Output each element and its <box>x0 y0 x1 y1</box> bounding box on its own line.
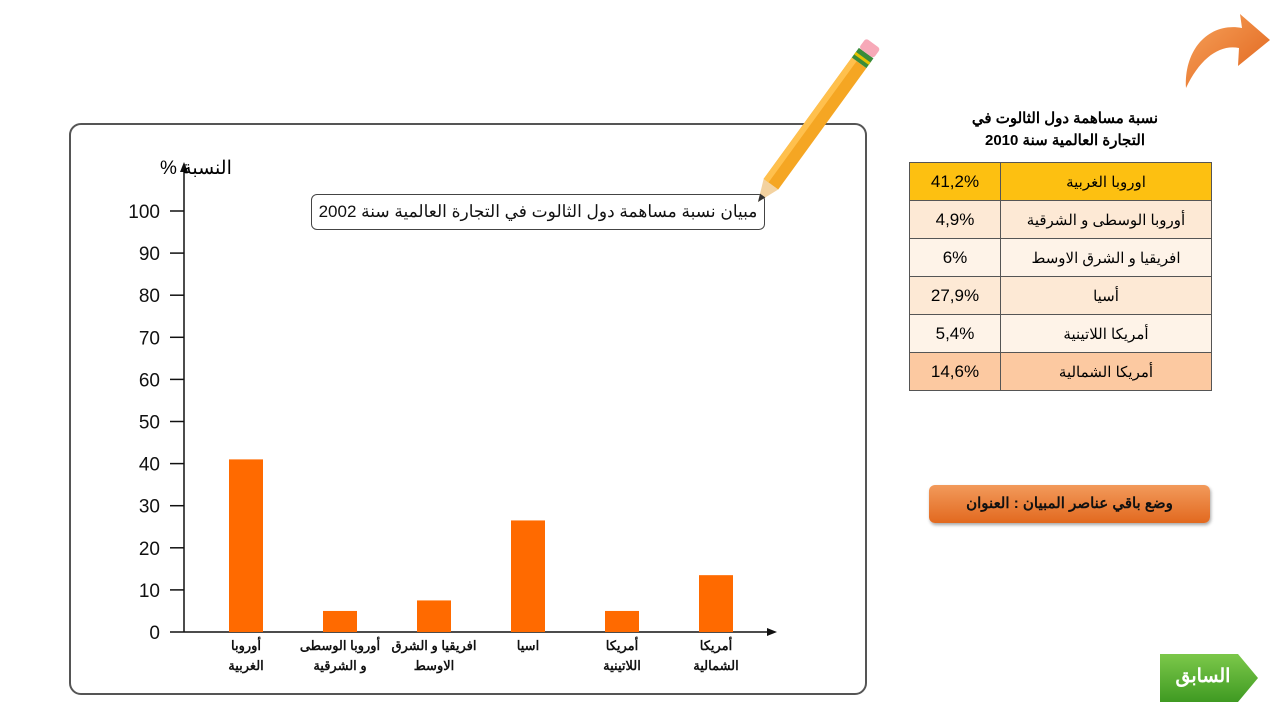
y-tick-label: 100 <box>128 202 160 223</box>
chart-axes <box>180 162 777 636</box>
table-row: أمريكا الشمالية 14,6% <box>909 352 1212 391</box>
y-tick-label: 40 <box>139 455 160 476</box>
region-value: 5,4% <box>909 314 1001 353</box>
region-name: أوروبا الوسطى و الشرقية <box>1000 200 1212 239</box>
previous-button[interactable] <box>1160 654 1260 702</box>
table-row: افريقيا و الشرق الاوسط 6% <box>909 238 1212 277</box>
table-row: أسيا 27,9% <box>909 276 1212 315</box>
previous-button-label[interactable]: السابق <box>1175 666 1231 687</box>
bar <box>511 520 545 632</box>
y-tick-label: 90 <box>139 244 160 265</box>
region-name: أسيا <box>1000 276 1212 315</box>
y-tick-label: 10 <box>139 581 160 602</box>
y-axis-label: النسبة % <box>160 158 232 179</box>
x-category-label: الاوسط <box>414 658 455 674</box>
x-category-label: أمريكا <box>606 637 639 654</box>
bar <box>417 600 451 632</box>
chart-title-box[interactable]: مبيان نسبة مساهمة دول الثالوت في التجارة… <box>311 194 765 230</box>
x-axis-arrow <box>767 628 777 636</box>
y-tick-label: 20 <box>139 539 160 560</box>
region-name: اوروبا الغربية <box>1000 162 1212 201</box>
y-tick-label: 60 <box>139 370 160 391</box>
pencil-icon <box>758 39 880 202</box>
bar-chart: 0 10 20 30 40 50 60 70 80 90 100 أوروبا الغربية أورو… <box>128 158 777 674</box>
x-category-label: و الشرقية <box>313 658 366 674</box>
region-name: أمريكا اللاتينية <box>1000 314 1212 353</box>
table-heading-line2: التجارة العالمية سنة 2010 <box>985 132 1145 149</box>
chart-frame <box>69 123 867 695</box>
x-category-label: أمريكا <box>700 637 733 654</box>
x-category-label: الغربية <box>228 658 264 674</box>
y-tick-label: 50 <box>139 413 160 434</box>
region-value: 4,9% <box>909 200 1001 239</box>
instruction-button[interactable]: وضع باقي عناصر المبيان : العنوان <box>929 485 1210 523</box>
x-category-label: اللاتينية <box>603 658 641 673</box>
x-category-label: أوروبا الوسطى <box>300 637 381 654</box>
x-category-label: الشمالية <box>693 658 739 673</box>
y-axis-arrow <box>180 162 188 172</box>
region-name: أمريكا الشمالية <box>1000 352 1212 391</box>
x-category-label: أوروبا <box>231 637 261 654</box>
y-tick-label: 80 <box>139 286 160 307</box>
x-category-label: افريقيا و الشرق <box>391 638 476 654</box>
region-name: افريقيا و الشرق الاوسط <box>1000 238 1212 277</box>
data-table: اوروبا الغربية 41,2% أوروبا الوسطى و الش… <box>909 162 1212 391</box>
y-tick-label: 30 <box>139 497 160 518</box>
y-tick-label: 0 <box>149 623 160 644</box>
bar <box>699 575 733 632</box>
y-tick-label: 70 <box>139 328 160 349</box>
table-row: اوروبا الغربية 41,2% <box>909 162 1212 201</box>
table-heading-line1: نسبة مساهمة دول الثالوت في <box>971 110 1159 127</box>
region-value: 41,2% <box>909 162 1001 201</box>
region-value: 27,9% <box>909 276 1001 315</box>
region-value: 14,6% <box>909 352 1001 391</box>
bar <box>323 610 357 632</box>
region-value: 6% <box>909 238 1001 277</box>
bar <box>229 459 263 632</box>
table-row: أوروبا الوسطى و الشرقية 4,9% <box>909 200 1212 239</box>
bar <box>605 610 639 632</box>
x-category-label: اسيا <box>517 638 539 653</box>
table-row: أمريكا اللاتينية 5,4% <box>909 314 1212 353</box>
table-heading: نسبة مساهمة دول الثالوت في التجارة العال… <box>940 108 1190 152</box>
curved-arrow-icon[interactable] <box>1180 8 1275 93</box>
